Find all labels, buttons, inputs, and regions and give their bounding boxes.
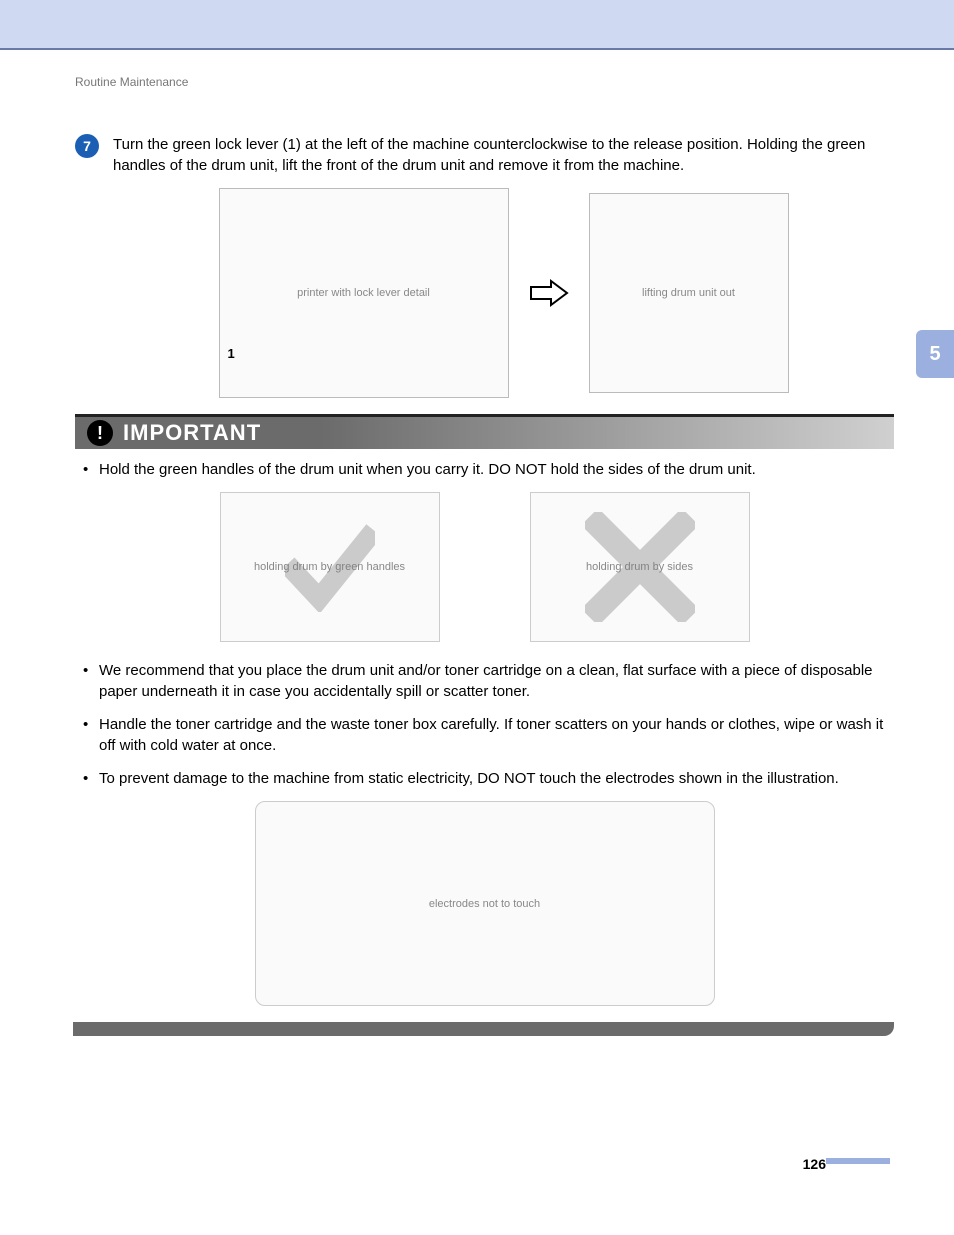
step-7: 7 Turn the green lock lever (1) at the l… <box>75 134 894 176</box>
illustration-alt: holding drum by sides <box>586 561 693 573</box>
illustration-printer-lift-drum: lifting drum unit out <box>589 193 789 393</box>
important-bullet: Hold the green handles of the drum unit … <box>81 459 894 480</box>
step-number-badge: 7 <box>75 134 99 158</box>
illustration-alt: printer with lock lever detail <box>297 287 430 299</box>
step-number: 7 <box>83 138 91 154</box>
figure-drum-removal: 1 printer with lock lever detail lifting… <box>113 188 894 398</box>
page-number-underline <box>826 1158 890 1164</box>
illustration-printer-lock-lever: 1 printer with lock lever detail <box>219 188 509 398</box>
important-bullet: To prevent damage to the machine from st… <box>81 768 894 789</box>
figure-electrodes: electrodes not to touch <box>75 801 894 1006</box>
section-header: Routine Maintenance <box>75 75 894 89</box>
important-bullet: Handle the toner cartridge and the waste… <box>81 714 894 756</box>
illustration-alt: lifting drum unit out <box>642 287 735 299</box>
important-banner: ! IMPORTANT <box>75 414 894 449</box>
page-number: 126 <box>803 1156 826 1172</box>
callout-1: 1 <box>228 346 235 361</box>
important-bullet: We recommend that you place the drum uni… <box>81 660 894 702</box>
important-list: Hold the green handles of the drum unit … <box>75 459 894 480</box>
illustration-alt: electrodes not to touch <box>429 898 540 910</box>
figure-hold-correct-wrong: holding drum by green handles holding dr… <box>75 492 894 642</box>
footer-rule <box>73 1022 894 1036</box>
illustration-hold-correct: holding drum by green handles <box>220 492 440 642</box>
exclamation-icon: ! <box>87 420 113 446</box>
step-text: Turn the green lock lever (1) at the lef… <box>113 134 894 176</box>
illustration-alt: holding drum by green handles <box>254 561 405 573</box>
illustration-electrodes: electrodes not to touch <box>255 801 715 1006</box>
page-number-area: 126 <box>0 1156 954 1172</box>
important-list-continued: We recommend that you place the drum uni… <box>75 660 894 789</box>
important-label: IMPORTANT <box>123 420 261 446</box>
top-color-band <box>0 0 954 50</box>
illustration-hold-wrong: holding drum by sides <box>530 492 750 642</box>
arrow-right-icon <box>529 279 569 307</box>
